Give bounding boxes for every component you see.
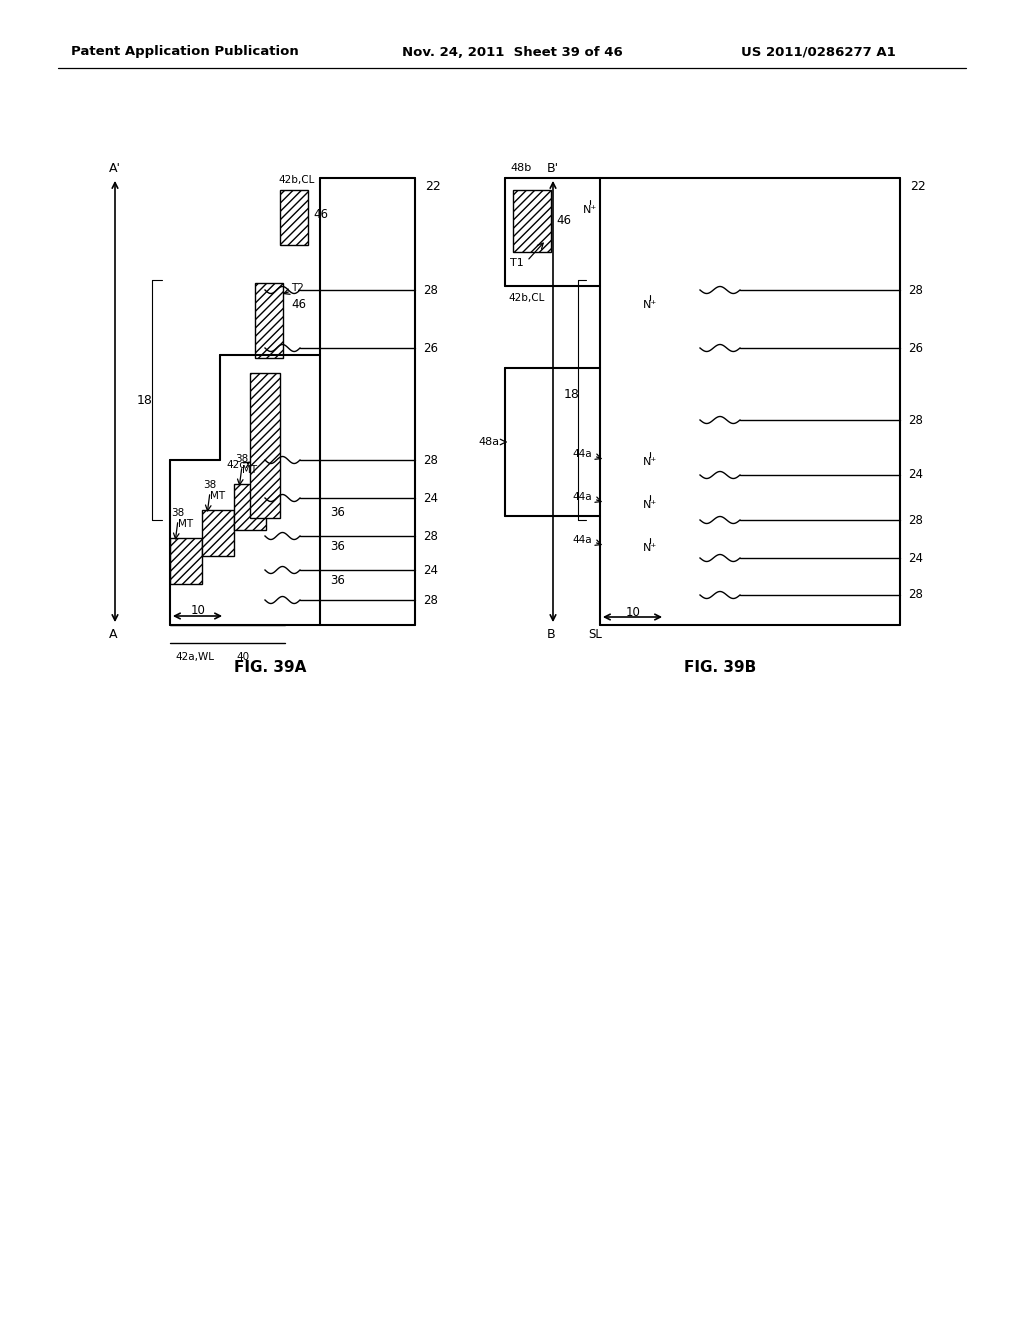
Bar <box>255 282 283 358</box>
Bar <box>250 374 280 517</box>
Text: 36: 36 <box>330 540 345 553</box>
Text: 38: 38 <box>171 508 184 517</box>
Text: 36: 36 <box>330 573 345 586</box>
Text: T1: T1 <box>510 257 523 268</box>
Text: N⁺: N⁺ <box>583 205 597 215</box>
Text: US 2011/0286277 A1: US 2011/0286277 A1 <box>740 45 895 58</box>
Text: 28: 28 <box>423 594 438 606</box>
Text: B': B' <box>547 161 559 174</box>
Text: 36: 36 <box>330 507 345 520</box>
Text: MT: MT <box>243 465 258 475</box>
Text: FIG. 39A: FIG. 39A <box>233 660 306 676</box>
Text: 26: 26 <box>908 342 923 355</box>
Text: 28: 28 <box>423 529 438 543</box>
Text: 10: 10 <box>190 603 206 616</box>
Bar <box>280 190 308 246</box>
Text: 28: 28 <box>908 413 923 426</box>
Text: A: A <box>109 628 118 642</box>
Text: 28: 28 <box>908 284 923 297</box>
Text: 44a: 44a <box>572 492 592 502</box>
Text: 22: 22 <box>910 180 926 193</box>
Text: 38: 38 <box>236 454 249 465</box>
Text: 18: 18 <box>564 388 580 401</box>
Text: T2: T2 <box>291 282 304 293</box>
Bar <box>234 484 266 529</box>
Text: SL: SL <box>588 628 602 642</box>
Text: 44a: 44a <box>572 535 592 545</box>
Text: 46: 46 <box>556 214 571 227</box>
Text: 22: 22 <box>425 180 440 193</box>
Text: N⁺: N⁺ <box>643 300 657 310</box>
Text: 28: 28 <box>423 284 438 297</box>
Text: 24: 24 <box>423 491 438 504</box>
Text: 28: 28 <box>908 513 923 527</box>
Text: 46: 46 <box>291 298 306 312</box>
Text: 42a,WL: 42a,WL <box>175 652 214 663</box>
Text: 26: 26 <box>423 342 438 355</box>
Text: 28: 28 <box>423 454 438 466</box>
Text: FIG. 39B: FIG. 39B <box>684 660 756 676</box>
Text: A': A' <box>109 161 121 174</box>
Text: 18: 18 <box>137 393 153 407</box>
Text: Nov. 24, 2011  Sheet 39 of 46: Nov. 24, 2011 Sheet 39 of 46 <box>401 45 623 58</box>
Text: Patent Application Publication: Patent Application Publication <box>71 45 299 58</box>
Text: 44a: 44a <box>572 449 592 459</box>
Text: 40: 40 <box>236 652 249 663</box>
Bar <box>170 539 202 583</box>
Text: 42b,CL: 42b,CL <box>508 293 545 304</box>
Bar <box>202 510 234 556</box>
Text: MT: MT <box>178 519 194 529</box>
Bar <box>513 190 551 252</box>
Text: B: B <box>547 628 555 642</box>
Text: 42c: 42c <box>226 459 245 470</box>
Text: 46: 46 <box>313 209 328 222</box>
Text: 24: 24 <box>908 552 923 565</box>
Text: 24: 24 <box>908 469 923 482</box>
Text: 24: 24 <box>423 564 438 577</box>
Text: 48b: 48b <box>510 162 531 173</box>
Text: N⁺: N⁺ <box>643 500 657 510</box>
Text: 10: 10 <box>626 606 640 619</box>
Text: MT: MT <box>211 491 225 502</box>
Text: N⁺: N⁺ <box>643 543 657 553</box>
Text: 42b,CL: 42b,CL <box>278 176 314 185</box>
Text: 38: 38 <box>204 480 217 490</box>
Text: 28: 28 <box>908 589 923 602</box>
Text: N⁺: N⁺ <box>643 457 657 467</box>
Text: 48a: 48a <box>479 437 500 447</box>
